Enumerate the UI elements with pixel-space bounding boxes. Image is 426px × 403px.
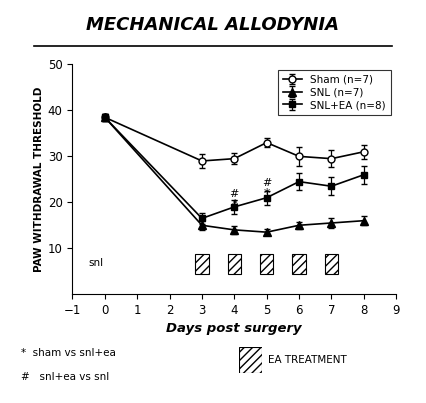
Text: EA TREATMENT: EA TREATMENT [268, 355, 347, 365]
Text: MECHANICAL ALLODYNIA: MECHANICAL ALLODYNIA [86, 16, 340, 34]
Text: snl: snl [89, 258, 104, 268]
Bar [260, 254, 273, 274]
Bar [195, 254, 209, 274]
Text: *  sham vs snl+ea: * sham vs snl+ea [21, 348, 116, 357]
Bar [227, 254, 241, 274]
Bar [325, 254, 338, 274]
Legend: Sham (n=7), SNL (n=7), SNL+EA (n=8): Sham (n=7), SNL (n=7), SNL+EA (n=8) [278, 70, 391, 115]
Text: *: * [231, 199, 237, 212]
X-axis label: Days post surgery: Days post surgery [167, 322, 302, 335]
Text: #: # [230, 189, 239, 199]
Text: #: # [262, 178, 271, 188]
Text: *: * [264, 187, 270, 200]
Bar [292, 254, 306, 274]
Y-axis label: PAW WITHDRAWAL THRESHOLD: PAW WITHDRAWAL THRESHOLD [34, 87, 43, 272]
Text: #   snl+ea vs snl: # snl+ea vs snl [21, 372, 109, 382]
